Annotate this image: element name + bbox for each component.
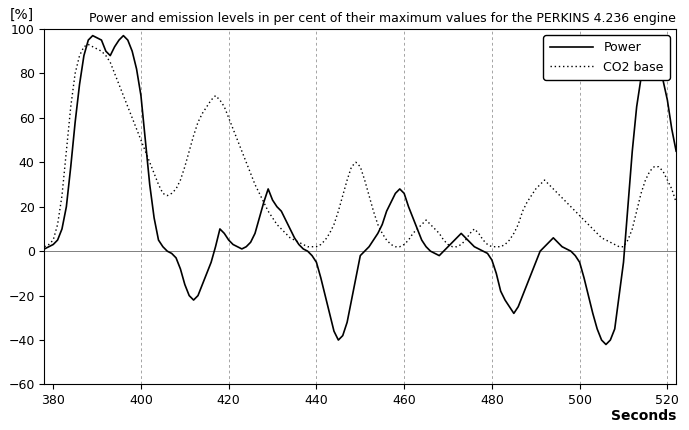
Text: Power and emission levels in per cent of their maximum values for the PERKINS 4.: Power and emission levels in per cent of… [89,12,675,25]
CO2 base [40,244,48,249]
CO2 base [45,242,53,247]
Power [40,246,48,252]
CO2 base [409,231,417,236]
Power [672,149,680,154]
Power [409,215,417,221]
Power [71,120,79,125]
Line: Power: Power [44,36,676,344]
Line: CO2 base: CO2 base [44,45,676,247]
CO2 base [84,42,92,47]
Text: Seconds: Seconds [610,409,676,424]
CO2 base [672,200,680,205]
CO2 base [71,71,79,76]
Text: [%]: [%] [10,8,34,22]
Power [523,282,531,287]
CO2 base [633,209,641,214]
Power [89,33,97,38]
Legend: Power, CO2 base: Power, CO2 base [543,35,670,80]
CO2 base [523,200,531,205]
CO2 base [540,178,548,183]
Power [540,244,548,249]
Power [601,342,610,347]
Power [637,75,645,80]
Power [45,244,53,249]
